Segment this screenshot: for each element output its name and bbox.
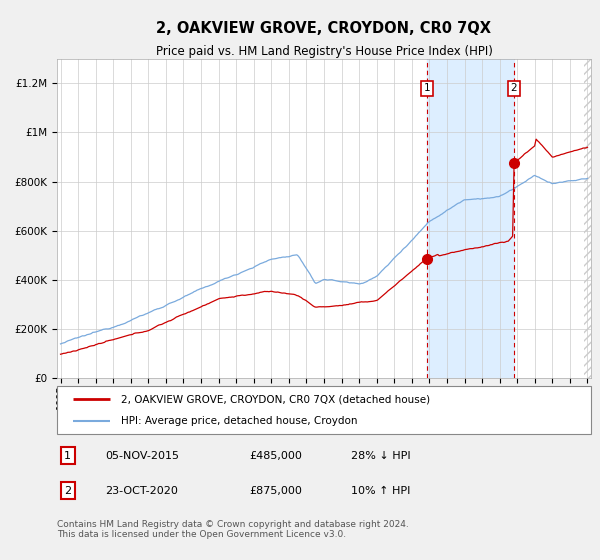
Title: Price paid vs. HM Land Registry's House Price Index (HPI): Price paid vs. HM Land Registry's House …	[155, 45, 493, 58]
Text: 1: 1	[424, 83, 430, 94]
Text: 2, OAKVIEW GROVE, CROYDON, CR0 7QX: 2, OAKVIEW GROVE, CROYDON, CR0 7QX	[157, 21, 491, 36]
Text: 28% ↓ HPI: 28% ↓ HPI	[351, 451, 410, 461]
Text: 1: 1	[64, 451, 71, 461]
Text: 2: 2	[64, 486, 71, 496]
Bar	[427, 59, 514, 378]
Text: 10% ↑ HPI: 10% ↑ HPI	[351, 486, 410, 496]
Text: £875,000: £875,000	[249, 486, 302, 496]
Text: Contains HM Land Registry data © Crown copyright and database right 2024.
This d: Contains HM Land Registry data © Crown c…	[57, 520, 409, 539]
Bar	[584, 59, 591, 378]
Text: £485,000: £485,000	[249, 451, 302, 461]
Text: HPI: Average price, detached house, Croydon: HPI: Average price, detached house, Croy…	[121, 416, 358, 426]
FancyBboxPatch shape	[57, 386, 591, 434]
Text: 2, OAKVIEW GROVE, CROYDON, CR0 7QX (detached house): 2, OAKVIEW GROVE, CROYDON, CR0 7QX (deta…	[121, 394, 430, 404]
Text: 23-OCT-2020: 23-OCT-2020	[105, 486, 178, 496]
Text: 2: 2	[511, 83, 517, 94]
Text: 05-NOV-2015: 05-NOV-2015	[105, 451, 179, 461]
